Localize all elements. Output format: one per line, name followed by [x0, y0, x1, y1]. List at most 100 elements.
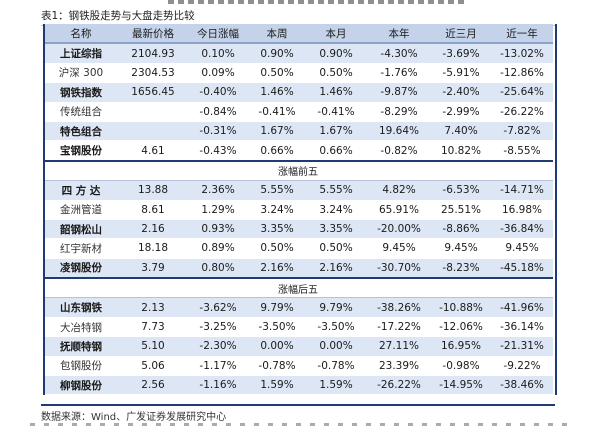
stock-name-cell: 抚顺特钢	[43, 336, 119, 357]
table-row: 传统组合 -0.84% -0.41% -0.41% -8.29% -2.99% -26.22…	[43, 102, 553, 122]
stock-name-cell: 四 方 达	[43, 180, 119, 201]
week-change-cell: -0.78%	[249, 356, 305, 377]
today-change-cell: 1.29%	[187, 200, 249, 220]
stock-name-cell: 钢铁指数	[43, 82, 119, 103]
year-change-cell: -20.00%	[367, 219, 431, 240]
three-month-change-cell: -3.69%	[431, 43, 491, 64]
table-row: 山东钢铁 2.13 -3.62% 9.79% 9.79% -38.26% -10.88% -4…	[43, 297, 553, 318]
one-year-change-cell: -26.22%	[491, 102, 553, 122]
cropped-header-fragment	[0, 0, 595, 6]
month-change-cell: 0.50%	[305, 238, 367, 259]
three-month-change-cell: -12.06%	[431, 317, 491, 338]
month-change-cell: 0.00%	[305, 336, 367, 357]
week-change-cell: 0.00%	[249, 336, 305, 357]
month-change-cell: 2.16%	[305, 258, 367, 279]
stock-name-cell: 红宇新材	[43, 238, 119, 259]
cropped-footer-fragment	[30, 421, 590, 426]
column-header: 本周	[249, 24, 305, 45]
table-row: 韶钢松山 2.16 0.93% 3.35% 3.35% -20.00% -8.86% -36.…	[43, 219, 553, 240]
today-change-cell: -3.62%	[187, 297, 249, 318]
today-change-cell: -2.30%	[187, 336, 249, 357]
week-change-cell: -0.41%	[249, 102, 305, 122]
week-change-cell: 1.46%	[249, 82, 305, 103]
column-header: 近一年	[491, 24, 553, 45]
year-change-cell: -9.87%	[367, 82, 431, 103]
three-month-change-cell: -2.40%	[431, 82, 491, 103]
section-top-losers-label: 涨幅后五	[43, 277, 553, 299]
column-header: 本年	[367, 24, 431, 45]
one-year-change-cell: -14.71%	[491, 180, 553, 201]
today-change-cell: 0.10%	[187, 43, 249, 64]
latest-price-cell: 2.56	[119, 375, 187, 396]
latest-price-cell: 2104.93	[119, 43, 187, 64]
year-change-cell: -38.26%	[367, 297, 431, 318]
column-header: 近三月	[431, 24, 491, 45]
year-change-cell: -0.82%	[367, 140, 431, 162]
latest-price-cell	[119, 121, 187, 142]
month-change-cell: 0.50%	[305, 63, 367, 84]
today-change-cell: 0.09%	[187, 63, 249, 84]
stock-name-cell: 韶钢松山	[43, 219, 119, 240]
month-change-cell: 1.59%	[305, 375, 367, 396]
today-change-cell: -1.17%	[187, 356, 249, 377]
year-change-cell: -17.22%	[367, 317, 431, 338]
latest-price-cell: 2304.53	[119, 63, 187, 84]
three-month-change-cell: 25.51%	[431, 200, 491, 220]
month-change-cell: 1.67%	[305, 121, 367, 142]
month-change-cell: 3.35%	[305, 219, 367, 240]
column-header: 本月	[305, 24, 367, 45]
three-month-change-cell: -10.88%	[431, 297, 491, 318]
one-year-change-cell: 16.98%	[491, 200, 553, 220]
data-source-note: 数据来源：Wind、广发证券发展研究中心	[41, 404, 555, 423]
week-change-cell: 3.35%	[249, 219, 305, 240]
week-change-cell: 1.59%	[249, 375, 305, 396]
one-year-change-cell: -25.64%	[491, 82, 553, 103]
latest-price-cell: 2.16	[119, 219, 187, 240]
stock-name-cell: 凌钢股份	[43, 258, 119, 279]
latest-price-cell: 7.73	[119, 317, 187, 338]
three-month-change-cell: -0.98%	[431, 356, 491, 377]
three-month-change-cell: 7.40%	[431, 121, 491, 142]
column-header: 名称	[43, 24, 119, 45]
latest-price-cell: 4.61	[119, 140, 187, 162]
year-change-cell: -1.76%	[367, 63, 431, 84]
one-year-change-cell: 9.45%	[491, 238, 553, 259]
one-year-change-cell: -8.55%	[491, 140, 553, 162]
year-change-cell: 23.39%	[367, 356, 431, 377]
year-change-cell: -4.30%	[367, 43, 431, 64]
table-row: 沪深 300 2304.53 0.09% 0.50% 0.50% -1.76% -5.91%…	[43, 63, 553, 84]
one-year-change-cell: -36.84%	[491, 219, 553, 240]
latest-price-cell	[119, 102, 187, 122]
stock-name-cell: 大冶特钢	[43, 317, 119, 338]
year-change-cell: 27.11%	[367, 336, 431, 357]
week-change-cell: 9.79%	[249, 297, 305, 318]
stock-name-cell: 包钢股份	[43, 356, 119, 377]
week-change-cell: 5.55%	[249, 180, 305, 201]
today-change-cell: 0.89%	[187, 238, 249, 259]
year-change-cell: -8.29%	[367, 102, 431, 122]
table-row: 包钢股份 5.06 -1.17% -0.78% -0.78% 23.39% -0.98% -9…	[43, 356, 553, 377]
table-row: 四 方 达 13.88 2.36% 5.55% 5.55% 4.82% -6.53% -14.…	[43, 180, 553, 201]
latest-price-cell: 8.61	[119, 200, 187, 220]
week-change-cell: 1.67%	[249, 121, 305, 142]
section-top-losers: 涨幅后五	[43, 277, 553, 299]
table-row: 柳钢股份 2.56 -1.16% 1.59% 1.59% -26.22% -14.95% -3…	[43, 375, 553, 396]
one-year-change-cell: -41.96%	[491, 297, 553, 318]
three-month-change-cell: -5.91%	[431, 63, 491, 84]
three-month-change-cell: -6.53%	[431, 180, 491, 201]
latest-price-cell: 5.10	[119, 336, 187, 357]
one-year-change-cell: -13.02%	[491, 43, 553, 64]
latest-price-cell: 13.88	[119, 180, 187, 201]
table-row: 宝钢股份 4.61 -0.43% 0.66% 0.66% -0.82% 10.82% -8.5…	[43, 140, 553, 162]
one-year-change-cell: -38.46%	[491, 375, 553, 396]
latest-price-cell: 5.06	[119, 356, 187, 377]
one-year-change-cell: -12.86%	[491, 63, 553, 84]
three-month-change-cell: 16.95%	[431, 336, 491, 357]
section-top-gainers: 涨幅前五	[43, 159, 553, 182]
three-month-change-cell: 10.82%	[431, 140, 491, 162]
week-change-cell: 0.50%	[249, 63, 305, 84]
today-change-cell: 0.80%	[187, 258, 249, 279]
month-change-cell: 3.24%	[305, 200, 367, 220]
table-row: 特色组合 -0.31% 1.67% 1.67% 19.64% 7.40% -7.82%	[43, 121, 553, 142]
column-header: 今日涨幅	[187, 24, 249, 45]
